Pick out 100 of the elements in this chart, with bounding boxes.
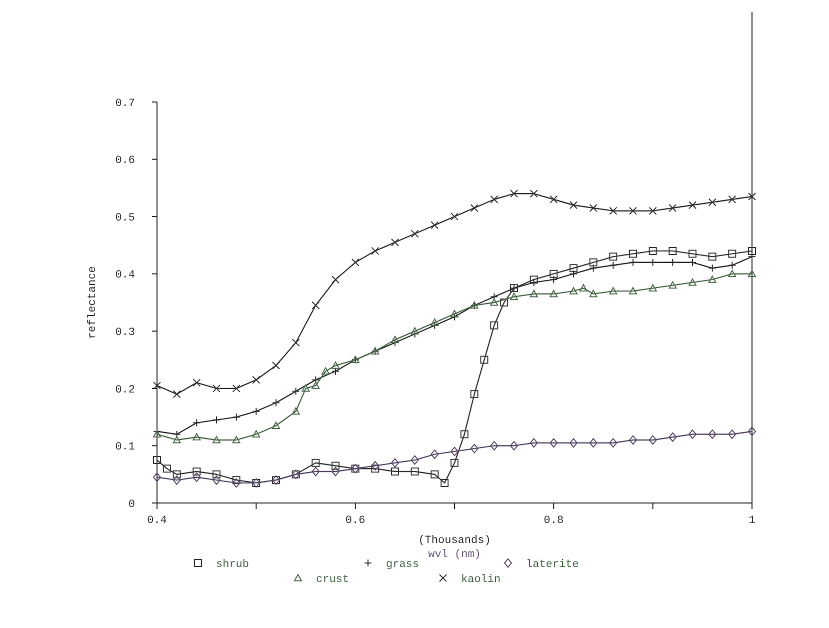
x-tick-label: 0.6 [345,515,366,527]
point [371,464,380,473]
point [351,258,360,266]
x-tick-label: 0.4 [147,515,168,527]
point [688,250,696,258]
point [312,301,320,310]
point [629,206,637,215]
point [192,433,201,440]
point [530,190,538,198]
point [470,444,478,454]
point [570,270,578,278]
point [410,230,419,238]
point [212,475,220,485]
point [312,376,320,384]
point [728,430,736,439]
point [153,456,161,464]
point [490,195,498,204]
point [371,461,380,470]
point [629,250,637,258]
point [172,390,181,398]
point [153,472,161,482]
text: (Thousands) [418,535,491,547]
point [332,276,340,284]
point [450,446,458,456]
point [648,246,657,255]
point [668,432,677,442]
point [530,438,538,448]
point [530,278,538,286]
point [430,450,439,460]
point [510,292,518,300]
point [589,290,598,298]
point [391,467,399,476]
point [371,246,380,255]
point [748,252,756,261]
point [728,195,736,204]
point [570,287,578,294]
point [272,422,280,429]
point [550,276,558,284]
point [490,298,498,306]
point [430,318,439,326]
point [450,212,458,221]
point [172,470,181,478]
point [172,430,181,438]
point [212,470,220,478]
y-tick-label: 0.2 [115,384,135,396]
point [708,198,716,206]
point [748,270,756,278]
point [192,467,201,476]
point [609,261,618,270]
point [589,438,598,448]
point [162,464,171,473]
point [648,258,657,266]
point [530,276,538,284]
point [332,462,340,470]
point [609,206,618,215]
point [212,436,220,444]
y-tick-label: 0.1 [115,442,136,454]
x-tick-label: 1 [748,515,756,527]
legend-label: shrub [216,559,250,571]
point [332,362,340,369]
point [570,201,578,210]
legend-label: grass [386,559,420,571]
point [332,367,340,376]
point [668,258,677,266]
point [153,430,161,438]
point [708,430,716,439]
point [272,362,280,370]
point [570,438,578,448]
point [708,276,716,283]
point [629,287,637,294]
point [292,338,300,347]
y-tick-label: 0.5 [115,212,135,224]
point [510,441,518,450]
point [252,376,260,384]
point [252,407,260,416]
point [232,476,240,484]
point [332,466,340,476]
point [322,367,330,375]
point [589,258,598,266]
point [550,290,558,298]
point [550,438,558,448]
point [589,264,598,272]
point [212,416,220,424]
point [668,204,677,212]
point [470,390,478,398]
point [430,221,439,230]
point [410,455,419,465]
point [460,430,468,438]
y-axis-title: reflectance [87,266,99,339]
point [252,430,260,438]
point [450,310,458,318]
point [391,336,399,344]
point [430,470,439,478]
point [232,436,240,444]
point [609,287,618,294]
point [292,387,300,396]
point [440,478,449,487]
point [579,284,588,292]
point [728,261,736,270]
point [192,418,201,427]
